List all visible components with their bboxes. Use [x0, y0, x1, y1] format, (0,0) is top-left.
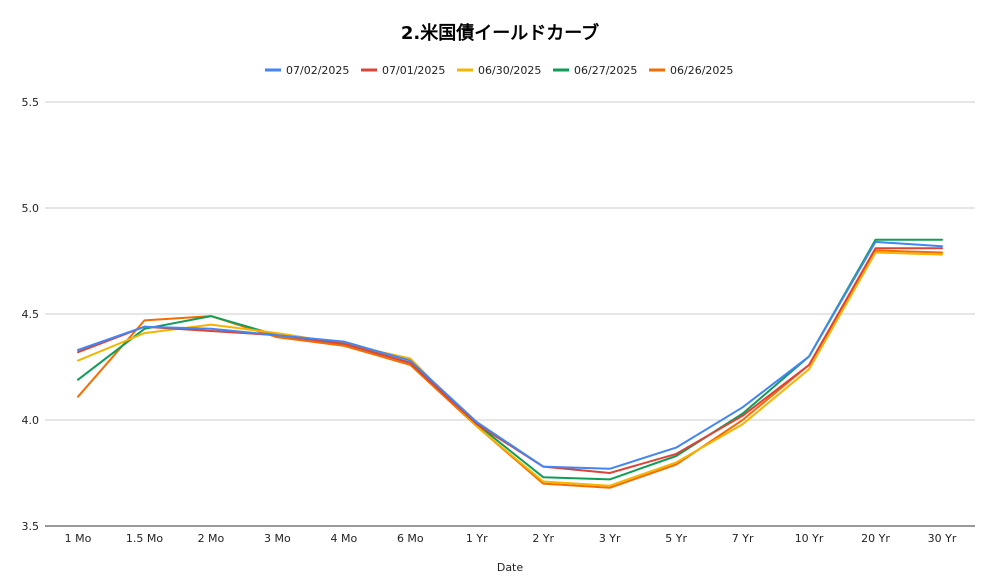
chart-legend: 07/02/2025 07/01/2025 06/30/2025 06/27/2025…: [265, 64, 733, 77]
x-tick-label: 3 Yr: [599, 532, 621, 545]
x-tick-label: 20 Yr: [861, 532, 890, 545]
x-tick-label: 10 Yr: [795, 532, 824, 545]
legend-label: 06/26/2025: [670, 64, 733, 77]
y-tick-label: 4.5: [22, 308, 40, 321]
y-tick-label: 5.5: [22, 96, 40, 109]
chart-title: 2.米国債イールドカーブ: [401, 22, 599, 44]
grid-lines: [45, 101, 975, 527]
x-tick-label: 30 Yr: [928, 532, 957, 545]
x-tick-label: 2 Mo: [198, 532, 225, 545]
series-line-07-01-2025: [77, 247, 943, 474]
y-tick-label: 5.0: [22, 202, 40, 215]
series-line-06-30-2025: [77, 251, 943, 487]
y-axis: 3.5 4.0 4.5 5.0 5.5: [22, 96, 40, 533]
series-line-06-26-2025: [77, 249, 943, 489]
x-axis: 1 Mo 1.5 Mo 2 Mo 3 Mo 4 Mo 6 Mo 1 Yr 2 Yr 3 Yr 5 …: [65, 532, 957, 545]
x-tick-label: 5 Yr: [665, 532, 687, 545]
x-tick-label: 3 Mo: [264, 532, 291, 545]
legend-label: 06/30/2025: [478, 64, 541, 77]
legend-label: 06/27/2025: [574, 64, 637, 77]
legend-label: 07/01/2025: [382, 64, 445, 77]
legend-label: 07/02/2025: [286, 64, 349, 77]
x-tick-label: 2 Yr: [532, 532, 554, 545]
x-tick-label: 1 Mo: [65, 532, 92, 545]
x-tick-label: 6 Mo: [397, 532, 424, 545]
x-tick-label: 7 Yr: [732, 532, 754, 545]
y-tick-label: 4.0: [22, 414, 40, 427]
x-axis-title: Date: [497, 561, 524, 574]
series-line-07-02-2025: [77, 240, 943, 470]
y-tick-label: 3.5: [22, 520, 40, 533]
x-tick-label: 4 Mo: [330, 532, 357, 545]
x-tick-label: 1 Yr: [466, 532, 488, 545]
x-tick-label: 1.5 Mo: [126, 532, 163, 545]
series-lines: [77, 238, 943, 489]
